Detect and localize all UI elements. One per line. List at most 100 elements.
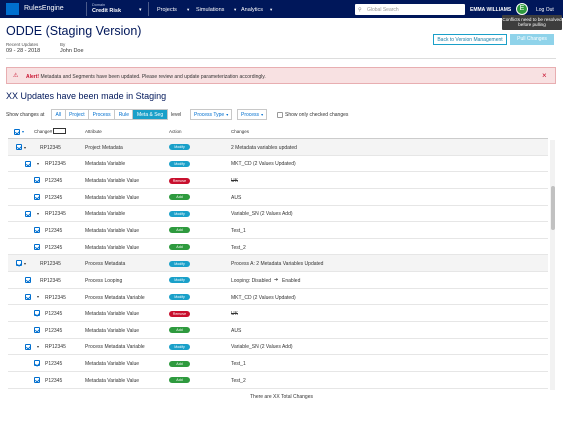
change-id: P12345: [45, 361, 63, 368]
caret[interactable]: ▾: [37, 344, 40, 350]
by-label: By: [60, 42, 66, 47]
row-checkbox[interactable]: [16, 144, 22, 150]
divider: [6, 58, 556, 59]
change-id: RP12345: [45, 211, 66, 218]
menu-item[interactable]: Simulations: [196, 6, 225, 13]
change: UK: [231, 178, 238, 185]
caret[interactable]: ▾: [24, 144, 27, 150]
dropdown[interactable]: Process Type ▾: [190, 109, 233, 120]
change: Variable_SN (2 Values Add): [231, 211, 293, 218]
caret[interactable]: ▾: [234, 6, 237, 12]
action-badge: Add: [169, 327, 190, 334]
action-badge: Modify: [169, 260, 190, 267]
menu-item[interactable]: Analytics: [241, 6, 264, 13]
search-placeholder: Global Search: [367, 7, 399, 13]
row-checkbox[interactable]: [25, 210, 31, 217]
table-row: P12345 Metadata Variable Value Add Test_1: [8, 355, 548, 372]
domain[interactable]: Credit Risk: [92, 8, 122, 14]
caret[interactable]: ▾: [37, 161, 40, 167]
level-button[interactable]: Process: [89, 110, 116, 119]
caret[interactable]: ▾: [187, 6, 190, 12]
search-box[interactable]: ⚲ Global Search: [355, 4, 465, 15]
caret[interactable]: ▾: [37, 294, 40, 300]
row-checkbox[interactable]: [34, 327, 40, 334]
caret[interactable]: ▾: [22, 129, 25, 134]
change-to: Enabled: [282, 277, 301, 284]
row-checkbox[interactable]: [34, 227, 40, 234]
change-filter[interactable]: [53, 128, 66, 134]
attribute: Process Looping: [85, 277, 123, 284]
alert-close[interactable]: ×: [542, 71, 547, 80]
change: MKT_CD (2 Values Updated): [231, 294, 296, 301]
table-row: P12345 Metadata Variable Value Add AUS: [8, 189, 548, 206]
checkbox[interactable]: [277, 111, 283, 118]
caret: ▾: [226, 112, 229, 117]
change-id: RP12345: [40, 144, 61, 151]
action-badge: Modify: [169, 210, 190, 217]
row-checkbox[interactable]: [25, 343, 31, 350]
action-badge: Modify: [169, 343, 190, 350]
change: MKT_CD (2 Values Updated): [231, 161, 296, 168]
table-row: ▾ RP12345 Metadata Variable Modify MKT_CD (2…: [8, 156, 548, 173]
caret[interactable]: ▾: [139, 7, 142, 13]
action-badge: Modify: [169, 277, 190, 284]
attribute: Process Metadata Variable: [85, 294, 145, 301]
level-button[interactable]: All: [52, 110, 66, 119]
row-checkbox[interactable]: [25, 277, 31, 284]
attribute: Metadata Variable: [85, 211, 126, 218]
dropdown[interactable]: Process ▾: [237, 109, 268, 120]
scrollbar[interactable]: [550, 140, 555, 390]
attribute: Process Metadata Variable: [85, 344, 145, 351]
row-checkbox[interactable]: [34, 310, 40, 317]
change-id: RP12345: [45, 344, 66, 351]
tooltip: Conflicts need to be resolved before pul…: [502, 15, 562, 30]
row-checkbox[interactable]: [16, 260, 22, 267]
dropdown-label: Process: [241, 112, 260, 118]
menu-item[interactable]: Projects: [157, 6, 177, 13]
action-badge: Modify: [169, 294, 190, 301]
attribute: Process Metadata: [85, 261, 126, 268]
column-header: Action: [169, 129, 182, 134]
level-button[interactable]: Project: [66, 110, 90, 119]
alert-message: Metadata and Segments have been updated.…: [40, 73, 266, 80]
change: 2 Metadata variables updated: [231, 144, 297, 151]
caret[interactable]: ▾: [270, 6, 273, 12]
select-all[interactable]: [14, 129, 20, 135]
change: Test_1: [231, 227, 246, 234]
table-row: ▾ RP12345 Process Metadata Variable Modify M…: [8, 289, 548, 306]
pull-button[interactable]: Pull Changes: [510, 34, 554, 45]
attribute: Metadata Variable Value: [85, 311, 140, 318]
logout[interactable]: Log Out: [536, 6, 554, 13]
row-checkbox[interactable]: [25, 160, 31, 167]
row-checkbox[interactable]: [34, 376, 40, 383]
change: AUS: [231, 194, 242, 201]
scroll-thumb[interactable]: [550, 186, 555, 230]
caret[interactable]: ▾: [37, 211, 40, 217]
separator: [86, 2, 87, 16]
table-row: ▾ RP12345 Process Metadata Variable Modify V…: [8, 339, 548, 356]
action-badge: Remove: [169, 177, 190, 184]
page-title: ODDE (Staging Version): [6, 24, 142, 38]
user-name[interactable]: EMMA WILLIAMS: [470, 6, 512, 13]
table-row: P12345 Metadata Variable Value Add Test_1: [8, 222, 548, 239]
action-badge: Modify: [169, 144, 190, 151]
change-id: P12345: [45, 178, 63, 185]
dropdown-label: Process Type: [194, 112, 225, 118]
row-checkbox[interactable]: [34, 360, 40, 367]
back-button[interactable]: Back to Version Management: [433, 34, 507, 45]
row-checkbox[interactable]: [34, 177, 40, 184]
separator: [148, 2, 149, 16]
action-badge: Remove: [169, 310, 190, 317]
row-checkbox[interactable]: [25, 293, 31, 300]
level-button[interactable]: Meta & Seg: [133, 110, 167, 119]
table-row: P12345 Metadata Variable Value Remove UK: [8, 172, 548, 189]
table-row: ▾ RP12345 Metadata Variable Modify Variable_…: [8, 206, 548, 223]
row-checkbox[interactable]: [34, 193, 40, 200]
caret: ▾: [261, 112, 264, 117]
level-button[interactable]: Rule: [115, 110, 134, 119]
table-row: P12345 Metadata Variable Value Add AUS: [8, 322, 548, 339]
caret[interactable]: ▾: [24, 260, 27, 266]
change: Test_2: [231, 377, 246, 384]
row-checkbox[interactable]: [34, 243, 40, 250]
avatar[interactable]: E: [516, 3, 528, 15]
